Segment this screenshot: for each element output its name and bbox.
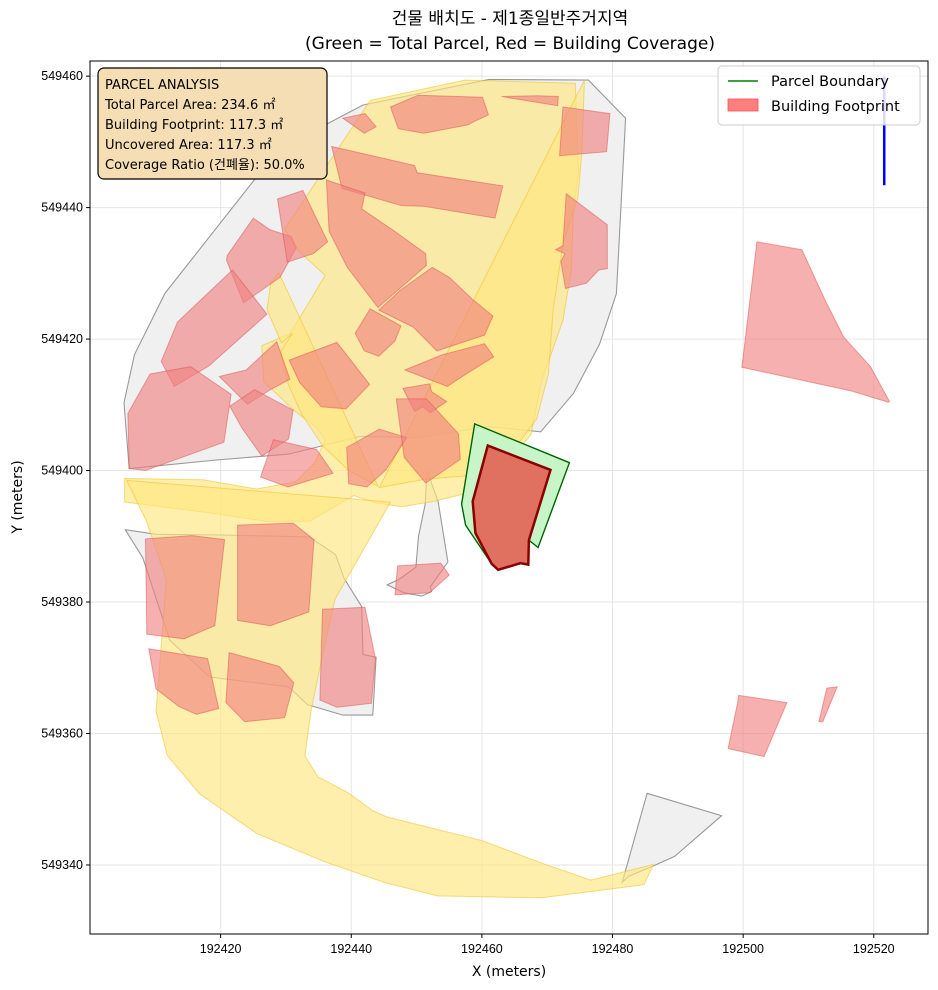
neighbor-building [148, 648, 220, 715]
info-box: PARCEL ANALYSIS Total Parcel Area: 234.6… [97, 67, 328, 180]
y-tick-label: 549380 [41, 595, 83, 609]
x-tick-label: 192460 [461, 942, 503, 956]
neighbor-building [354, 308, 402, 357]
neighbor-building [394, 562, 450, 596]
y-tick-label: 549360 [41, 726, 83, 740]
neighbor-building [288, 341, 371, 410]
axis-ticks: 192420 192440 192460 192480 192500 192520 5493… [41, 69, 894, 956]
x-tick-label: 192500 [722, 942, 764, 956]
neighbor-building [341, 113, 377, 134]
neighbor-building [389, 94, 490, 134]
legend-frame [717, 65, 921, 126]
neighbor-building [741, 241, 891, 403]
y-tick-label: 549460 [41, 69, 83, 83]
y-axis-label: Y (meters) [10, 460, 26, 534]
neighbor-building [325, 179, 427, 309]
neighbor-building [501, 95, 559, 107]
info-line-5: Coverage Ratio (건폐율): 50.0% [105, 158, 305, 173]
neighbor-building [144, 535, 226, 640]
info-box-frame [97, 67, 328, 180]
legend-building-swatch [727, 98, 759, 112]
neighbor-building [237, 522, 315, 627]
neighbor-building [554, 192, 608, 290]
subject-building [471, 443, 553, 572]
neighbor-building [225, 651, 295, 723]
neighbor-building [225, 217, 297, 304]
legend: Parcel Boundary Building Footprint [717, 65, 921, 126]
neighbor-building [403, 343, 495, 387]
neighbor-building [346, 428, 408, 488]
neighbor-building [377, 266, 494, 352]
y-tick-label: 549420 [41, 332, 83, 346]
legend-parcel-label: Parcel Boundary [771, 74, 889, 90]
info-line-4: Uncovered Area: 117.3 ㎡ [105, 138, 272, 153]
neighbor-building [319, 606, 376, 708]
neighbor-building [259, 439, 334, 488]
map-area [123, 76, 891, 899]
neighbor-building [559, 106, 611, 157]
neighbor-building [727, 694, 788, 758]
info-line-3: Building Footprint: 117.3 ㎡ [105, 118, 283, 133]
x-tick-label: 192440 [330, 942, 372, 956]
y-tick-label: 549400 [41, 464, 83, 478]
x-tick-label: 192520 [853, 942, 895, 956]
chart-title: 건물 배치도 - 제1종일반주거지역 [392, 9, 628, 29]
chart-subtitle: (Green = Total Parcel, Red = Building Co… [305, 34, 715, 54]
neighbor-building [276, 189, 329, 263]
y-tick-label: 549440 [41, 201, 83, 215]
neighbor-building [818, 686, 838, 723]
neighbor-building [127, 366, 232, 472]
info-line-1: PARCEL ANALYSIS [105, 78, 219, 93]
x-tick-label: 192480 [592, 942, 634, 956]
info-line-2: Total Parcel Area: 234.6 ㎡ [104, 98, 275, 113]
y-tick-label: 549340 [41, 858, 83, 872]
legend-building-label: Building Footprint [771, 99, 900, 115]
neighbor-building [395, 398, 461, 484]
plot-frame [89, 60, 929, 935]
x-axis-label: X (meters) [472, 964, 546, 980]
x-tick-label: 192420 [200, 942, 242, 956]
